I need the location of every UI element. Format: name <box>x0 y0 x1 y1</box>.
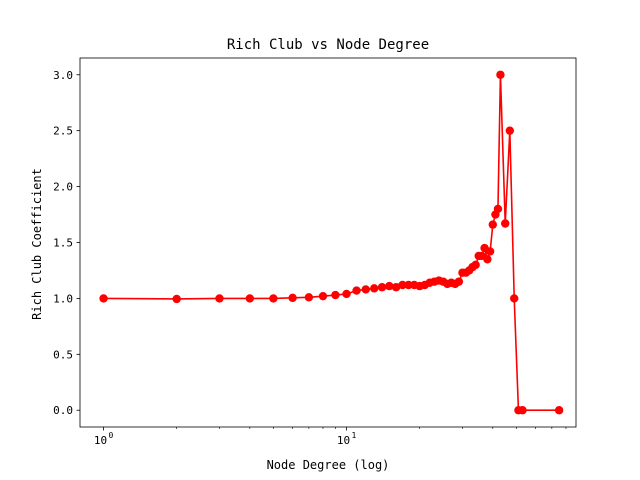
data-point <box>385 281 394 291</box>
y-tick-label: 2.0 <box>53 181 73 194</box>
ticks-layer: 10 0 10 10.00.51.01.52.02.53.0 <box>53 69 567 447</box>
y-tick-label: 0.5 <box>53 348 73 361</box>
data-point <box>488 220 497 229</box>
data-point <box>483 255 492 264</box>
data-point <box>215 294 224 303</box>
data-point <box>518 406 527 415</box>
series-line <box>103 73 560 412</box>
data-point <box>510 294 519 303</box>
data-point <box>370 284 379 293</box>
x-tick-label-base: 10 <box>337 434 350 447</box>
data-point <box>352 286 361 295</box>
y-tick-label: 2.5 <box>53 125 73 138</box>
x-tick-label-exponent: 1 <box>352 431 357 440</box>
data-point <box>318 291 328 301</box>
data-point <box>269 294 278 303</box>
data-point <box>398 280 407 290</box>
y-tick-label: 3.0 <box>53 69 73 82</box>
data-point <box>342 289 351 299</box>
data-point <box>501 219 510 228</box>
y-tick-label: 1.5 <box>53 237 73 250</box>
data-point <box>485 247 495 256</box>
x-tick-label-base: 10 <box>94 434 107 447</box>
data-point <box>377 283 387 292</box>
data-point <box>172 294 181 304</box>
y-tick-label: 0.0 <box>53 404 73 417</box>
x-axis-label: Node Degree (log) <box>267 458 390 472</box>
x-tick-label-exponent: 0 <box>109 431 114 440</box>
data-point <box>288 293 297 303</box>
data-point <box>496 70 505 79</box>
x-tick-label: 10 0 <box>94 431 114 447</box>
data-point <box>493 204 503 214</box>
data-point <box>361 285 370 294</box>
y-axis-label: Rich Club Coefficient <box>30 168 44 320</box>
data-point <box>304 293 314 302</box>
plot-frame <box>79 57 577 428</box>
data-point <box>331 290 340 300</box>
data-point <box>245 294 255 303</box>
chart-title: Rich Club vs Node Degree <box>227 37 429 53</box>
x-tick-label: 10 1 <box>337 431 357 447</box>
series-layer <box>99 70 564 415</box>
data-point <box>471 260 480 270</box>
data-point <box>505 126 515 135</box>
data-point <box>554 406 564 415</box>
data-point <box>99 294 108 303</box>
data-point <box>454 277 464 286</box>
data-point <box>391 283 401 292</box>
y-tick-label: 1.0 <box>53 292 73 305</box>
